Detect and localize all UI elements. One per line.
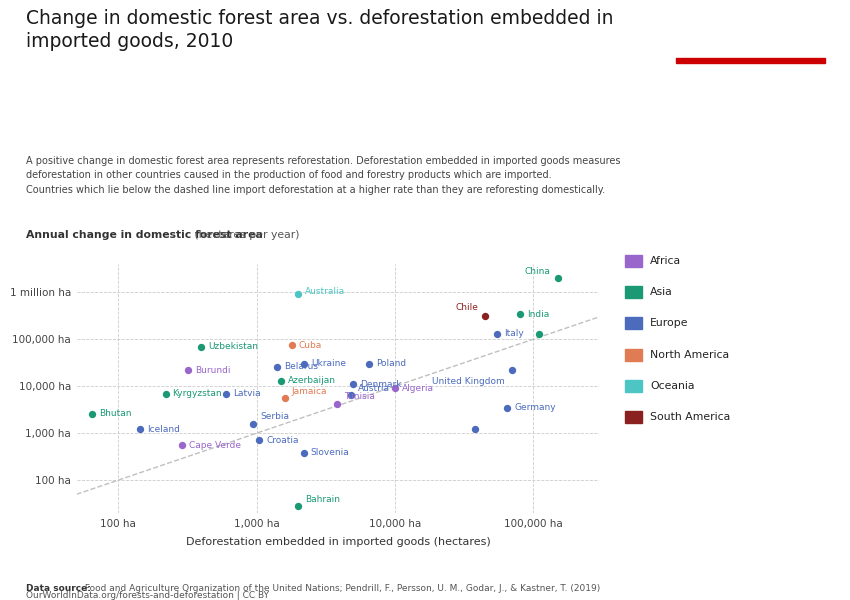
Point — [292, 290, 305, 299]
Text: Europe: Europe — [650, 319, 688, 328]
Text: Tunisia: Tunisia — [343, 392, 375, 401]
Point — [330, 399, 343, 409]
Point — [270, 362, 284, 371]
Text: (hectares per year): (hectares per year) — [191, 230, 300, 240]
Text: Serbia: Serbia — [260, 412, 289, 421]
Point — [505, 365, 518, 375]
Point — [181, 365, 195, 375]
Text: Austria: Austria — [358, 383, 389, 392]
Point — [252, 436, 266, 445]
X-axis label: Deforestation embedded in imported goods (hectares): Deforestation embedded in imported goods… — [185, 537, 490, 547]
Text: Food and Agriculture Organization of the United Nations; Pendrill, F., Persson, : Food and Agriculture Organization of the… — [82, 584, 600, 593]
Text: in Data: in Data — [728, 41, 772, 52]
Point — [175, 440, 189, 450]
Text: Bhutan: Bhutan — [99, 409, 132, 418]
Point — [298, 359, 311, 368]
Point — [551, 274, 564, 283]
Text: Africa: Africa — [650, 256, 682, 266]
Text: OurWorldInData.org/forests-and-deforestation | CC BY: OurWorldInData.org/forests-and-deforesta… — [26, 591, 269, 600]
Point — [246, 419, 260, 428]
Text: United Kingdom: United Kingdom — [432, 377, 505, 386]
Text: Change in domestic forest area vs. deforestation embedded in
imported goods, 201: Change in domestic forest area vs. defor… — [26, 9, 613, 51]
Text: Bahrain: Bahrain — [305, 494, 340, 503]
Text: Data source:: Data source: — [26, 584, 90, 593]
Point — [292, 502, 305, 511]
Text: North America: North America — [650, 350, 729, 359]
Text: Germany: Germany — [514, 403, 556, 412]
Point — [347, 379, 360, 389]
Point — [513, 310, 527, 319]
Point — [344, 390, 358, 400]
Text: Algeria: Algeria — [402, 384, 434, 393]
Text: South America: South America — [650, 412, 730, 422]
Text: Cuba: Cuba — [299, 341, 322, 350]
Text: Oceania: Oceania — [650, 381, 694, 391]
Point — [298, 448, 311, 458]
Text: India: India — [527, 310, 549, 319]
Text: China: China — [524, 266, 551, 275]
Point — [501, 403, 514, 412]
Text: Asia: Asia — [650, 287, 673, 297]
Point — [532, 329, 546, 338]
Point — [468, 425, 482, 434]
Text: Annual change in domestic forest area: Annual change in domestic forest area — [26, 230, 263, 240]
Text: Burundi: Burundi — [195, 365, 230, 374]
Text: Belarus: Belarus — [284, 362, 318, 371]
Point — [278, 394, 292, 403]
Point — [195, 342, 208, 352]
Point — [86, 409, 99, 419]
Text: Jamaica: Jamaica — [292, 387, 327, 396]
Point — [159, 389, 173, 398]
Text: Slovenia: Slovenia — [311, 448, 349, 457]
Point — [285, 340, 298, 350]
Point — [490, 329, 504, 338]
Point — [274, 376, 287, 386]
Point — [479, 311, 492, 321]
Text: Croatia: Croatia — [266, 436, 299, 445]
Text: Iceland: Iceland — [147, 425, 180, 434]
Text: Italy: Italy — [504, 329, 524, 338]
Text: Latvia: Latvia — [233, 389, 260, 398]
Text: Azerbaijan: Azerbaijan — [288, 376, 336, 385]
Point — [133, 425, 147, 434]
Point — [219, 389, 233, 398]
Bar — [676, 58, 824, 63]
Text: A positive change in domestic forest area represents reforestation. Deforestatio: A positive change in domestic forest are… — [26, 156, 620, 195]
Text: Uzbekistan: Uzbekistan — [208, 342, 258, 351]
Text: Australia: Australia — [305, 287, 345, 296]
Text: Poland: Poland — [376, 359, 406, 368]
Point — [362, 359, 376, 368]
Text: Kyrgyzstan: Kyrgyzstan — [173, 389, 222, 398]
Text: Our World: Our World — [720, 23, 779, 34]
Text: Ukraine: Ukraine — [311, 359, 346, 368]
Text: Denmark: Denmark — [360, 380, 402, 389]
Text: Cape Verde: Cape Verde — [189, 441, 241, 450]
Point — [388, 383, 402, 393]
Text: Chile: Chile — [456, 304, 479, 313]
